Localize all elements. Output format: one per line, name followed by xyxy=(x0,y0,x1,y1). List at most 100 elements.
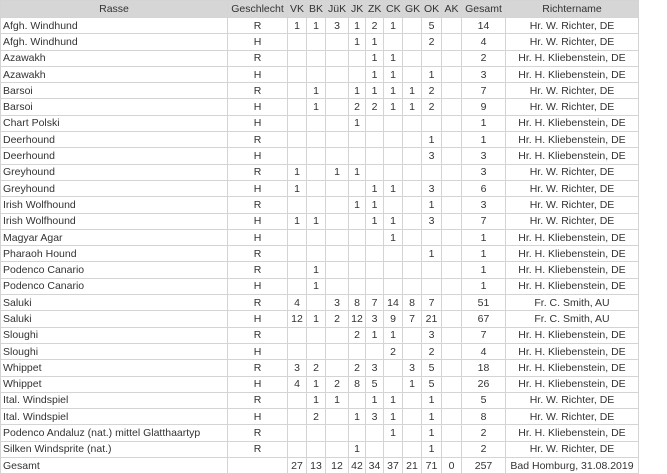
table-cell: 8 xyxy=(461,408,506,426)
table-cell: 2 xyxy=(461,49,506,67)
table-cell: 1 xyxy=(365,82,384,100)
table-row: Barsoi R 1 1 1 1 1 2 7 Hr. W. Richter, DE xyxy=(0,82,639,100)
table-cell xyxy=(383,147,403,165)
table-cell: Hr. W. Richter, DE xyxy=(505,196,639,214)
table-cell: R xyxy=(227,163,288,181)
table-cell: Pharaoh Hound xyxy=(0,245,228,263)
table-cell xyxy=(325,440,349,459)
table-cell: 1 xyxy=(348,114,366,133)
table-cell: 26 xyxy=(461,375,506,393)
table-row: Chart Polski H 1 1 Hr. H. Kliebenstein, DE xyxy=(0,114,639,133)
table-cell: 7 xyxy=(421,294,442,312)
table-cell xyxy=(306,33,326,51)
table-cell xyxy=(287,391,307,410)
table-cell: 4 xyxy=(287,375,307,393)
table-cell xyxy=(325,228,349,247)
table-cell: R xyxy=(227,261,288,279)
table-cell: H xyxy=(227,408,288,426)
table-cell: R xyxy=(227,391,288,410)
table-cell xyxy=(421,114,442,133)
table-row: Podenco Canario H 1 1 Hr. H. Kliebenstein, D… xyxy=(0,277,639,296)
table-row: Podenco Andaluz (nat.) mittel Glatthaart… xyxy=(0,424,639,442)
table-cell: 3 xyxy=(421,179,442,198)
column-header: JüK xyxy=(325,0,349,18)
column-header: Rasse xyxy=(0,0,228,18)
table-cell xyxy=(287,245,307,263)
table-cell xyxy=(383,131,403,149)
table-row: Saluki R 4 3 8 7 14 8 7 51 Fr. C. Smith, AU xyxy=(0,294,639,312)
column-header: BK xyxy=(306,0,326,18)
table-cell: Saluki xyxy=(0,294,228,312)
table-cell xyxy=(441,228,462,247)
table-cell: Barsoi xyxy=(0,98,228,116)
table-cell xyxy=(402,326,422,344)
table-cell xyxy=(325,33,349,51)
table-cell xyxy=(402,65,422,84)
table-cell: 1 xyxy=(325,391,349,410)
table-cell: 3 xyxy=(421,147,442,165)
table-cell xyxy=(441,16,462,35)
table-cell: 6 xyxy=(461,179,506,198)
table-cell: 51 xyxy=(461,294,506,312)
table-cell: H xyxy=(227,228,288,247)
table-cell: 1 xyxy=(365,391,384,410)
table-cell xyxy=(441,147,462,165)
table-cell xyxy=(325,98,349,116)
table-cell: 12 xyxy=(325,457,349,474)
table-cell: Deerhound xyxy=(0,147,228,165)
table-cell xyxy=(287,440,307,459)
table-cell: 1 xyxy=(365,179,384,198)
table-cell xyxy=(402,179,422,198)
table-cell: Azawakh xyxy=(0,49,228,67)
table-cell xyxy=(365,114,384,133)
table-cell: Hr. W. Richter, DE xyxy=(505,391,639,410)
table-cell xyxy=(325,114,349,133)
table-row: Podenco Canario R 1 1 Hr. H. Kliebenstein, D… xyxy=(0,261,639,279)
table-cell: H xyxy=(227,375,288,393)
table-cell: 1 xyxy=(306,16,326,35)
table-cell: 2 xyxy=(325,310,349,328)
table-cell xyxy=(348,131,366,149)
table-cell: 7 xyxy=(402,310,422,328)
table-cell: 1 xyxy=(383,65,403,84)
table-cell: Whippet xyxy=(0,359,228,377)
table-cell: 1 xyxy=(421,391,442,410)
table-cell: 1 xyxy=(348,440,366,459)
table-cell xyxy=(402,163,422,181)
table-cell xyxy=(287,228,307,247)
table-cell: Greyhound xyxy=(0,163,228,181)
table-cell: Sloughi xyxy=(0,326,228,344)
table-cell: 1 xyxy=(461,228,506,247)
table-cell: 1 xyxy=(461,261,506,279)
table-cell: 1 xyxy=(402,375,422,393)
table-row: Ital. Windspiel H 2 1 3 1 1 8 Hr. W. Richter, DE xyxy=(0,408,639,426)
table-cell xyxy=(402,277,422,296)
table-cell xyxy=(402,212,422,230)
table-cell: Sloughi xyxy=(0,342,228,361)
table-cell: 71 xyxy=(421,457,442,474)
table-cell: 1 xyxy=(421,196,442,214)
table-cell: 13 xyxy=(306,457,326,474)
table-cell xyxy=(365,342,384,361)
table-cell xyxy=(348,65,366,84)
table-cell xyxy=(287,261,307,279)
table-cell xyxy=(325,342,349,361)
table-cell xyxy=(441,440,462,459)
table-cell: R xyxy=(227,245,288,263)
table-cell xyxy=(306,326,326,344)
table-cell: 1 xyxy=(383,391,403,410)
table-cell: Hr. H. Kliebenstein, DE xyxy=(505,49,639,67)
table-cell xyxy=(325,277,349,296)
table-cell xyxy=(287,408,307,426)
table-cell xyxy=(402,424,422,442)
table-cell: 1 xyxy=(402,98,422,116)
table-cell: Whippet xyxy=(0,375,228,393)
table-cell xyxy=(402,33,422,51)
table-cell xyxy=(441,65,462,84)
column-header: VK xyxy=(287,0,307,18)
table-cell xyxy=(287,114,307,133)
table-cell xyxy=(348,49,366,67)
table-cell: 1 xyxy=(287,179,307,198)
table-cell: R xyxy=(227,16,288,35)
table-cell: Hr. H. Kliebenstein, DE xyxy=(505,261,639,279)
